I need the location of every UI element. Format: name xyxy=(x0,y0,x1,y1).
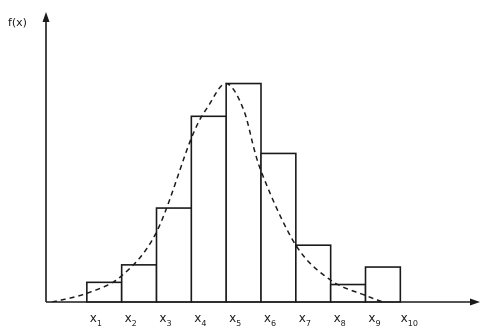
histogram-bar-x4 xyxy=(190,115,227,303)
x-tick-label-x1: x1 xyxy=(90,311,102,328)
x-tick-label-subscript: 7 xyxy=(306,319,311,328)
x-tick-label-subscript: 9 xyxy=(376,319,381,328)
x-tick-label-x7: x7 xyxy=(299,311,311,328)
x-tick-label-base: x xyxy=(334,311,341,325)
x-tick-label-base: x xyxy=(264,311,271,325)
x-tick-label-x9: x9 xyxy=(368,311,380,328)
y-axis-arrow xyxy=(42,12,50,22)
x-tick-label-base: x xyxy=(299,311,306,325)
axes xyxy=(42,12,480,306)
x-tick-label-base: x xyxy=(401,311,408,325)
histogram-bars xyxy=(86,82,402,303)
histogram-bar-x5 xyxy=(225,82,262,303)
x-tick-label-subscript: 8 xyxy=(341,319,346,328)
x-tick-label-subscript: 2 xyxy=(132,319,137,328)
histogram-bar-x6 xyxy=(260,152,297,303)
histogram-bar-x1 xyxy=(86,281,123,303)
x-tick-label-x6: x6 xyxy=(264,311,276,328)
x-tick-label-base: x xyxy=(194,311,201,325)
x-tick-label-subscript: 5 xyxy=(236,319,241,328)
histogram-bar-x8 xyxy=(329,283,367,303)
x-tick-label-x8: x8 xyxy=(334,311,346,328)
x-tick-label-x3: x3 xyxy=(159,311,171,328)
x-tick-label-x4: x4 xyxy=(194,311,206,328)
x-tick-labels: x1 x2 x3 x4 x5 x6 x7 x8 x9 x10 xyxy=(90,311,418,328)
x-tick-label-subscript: 6 xyxy=(271,319,276,328)
density-curve xyxy=(51,82,384,303)
histogram-bar-x7 xyxy=(295,244,332,303)
x-tick-label-subscript: 1 xyxy=(97,319,102,328)
x-tick-label-base: x xyxy=(159,311,166,325)
x-tick-label-subscript: 10 xyxy=(408,319,418,328)
x-tick-label-x5: x5 xyxy=(229,311,241,328)
x-tick-label-subscript: 3 xyxy=(167,319,172,328)
x-tick-label-base: x xyxy=(125,311,132,325)
x-tick-label-x10: x10 xyxy=(401,311,418,328)
x-tick-label-base: x xyxy=(368,311,375,325)
histogram-bar-x3 xyxy=(155,207,193,303)
x-tick-label-base: x xyxy=(90,311,97,325)
x-axis-arrow xyxy=(470,298,480,306)
x-tick-label-base: x xyxy=(229,311,236,325)
x-tick-label-x2: x2 xyxy=(125,311,137,328)
x-tick-label-subscript: 4 xyxy=(201,319,206,328)
y-axis-label: f(x) xyxy=(8,16,27,29)
